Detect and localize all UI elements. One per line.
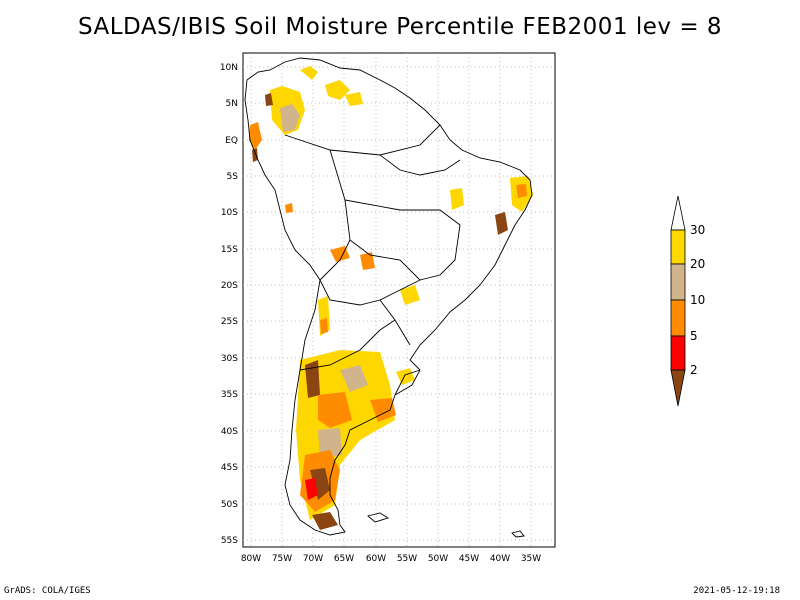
percentile-shading [249,66,533,530]
lat-label-20s: 20S [221,281,238,291]
island-south-georgia [511,530,525,538]
lon-label-60w: 60W [366,554,386,564]
legend-label-5: 5 [690,329,698,343]
lat-label-10s: 10S [221,208,238,218]
legend-swatch-5-10 [670,299,686,337]
footer-timestamp: 2021-05-12-19:18 [693,586,780,596]
legend-label-2: 2 [690,363,698,377]
coastline [244,57,533,536]
lat-label-10n: 10N [220,63,238,73]
lat-label-50s: 50S [221,500,238,510]
lat-label-15s: 15S [221,245,238,255]
lon-label-50w: 50W [428,554,448,564]
lat-label-35s: 35S [221,390,238,400]
legend-labels: 30 20 10 5 2 [690,223,705,377]
lat-label-45s: 45S [221,463,238,473]
legend-swatch-below-2 [670,369,686,407]
legend-colorbar [670,195,686,407]
lat-labels: 10N 5N EQ 5S 10S 15S 20S 25S 30S 35S 40S… [220,63,238,546]
map-title: SALDAS/IBIS Soil Moisture Percentile FEB… [77,14,723,40]
footer-credit: GrADS: COLA/IGES [4,586,91,596]
lat-label-25s: 25S [221,317,238,327]
lon-label-70w: 70W [303,554,323,564]
legend-label-30: 30 [690,223,705,237]
lon-label-40w: 40W [490,554,510,564]
island-falklands [367,512,390,523]
lat-label-30s: 30S [221,354,238,364]
lat-label-5s: 5S [227,172,239,182]
lon-label-55w: 55W [397,554,417,564]
legend-swatch-20-30 [670,229,686,265]
lat-label-40s: 40S [221,427,238,437]
legend-label-20: 20 [690,257,705,271]
map-frame [242,52,556,548]
lon-label-35w: 35W [521,554,541,564]
lon-label-45w: 45W [459,554,479,564]
legend-swatch-10-20 [670,263,686,301]
lat-label-eq: EQ [225,136,238,146]
lat-label-55s: 55S [221,536,238,546]
lon-label-75w: 75W [272,554,292,564]
legend-swatch-above-30 [670,195,686,231]
lat-label-5n: 5N [226,99,238,109]
lon-labels: 80W 75W 70W 65W 60W 55W 50W 45W 40W 35W [241,554,541,564]
lon-label-65w: 65W [334,554,354,564]
legend-swatch-2-5 [670,335,686,371]
legend-label-10: 10 [690,293,705,307]
lon-label-80w: 80W [241,554,261,564]
